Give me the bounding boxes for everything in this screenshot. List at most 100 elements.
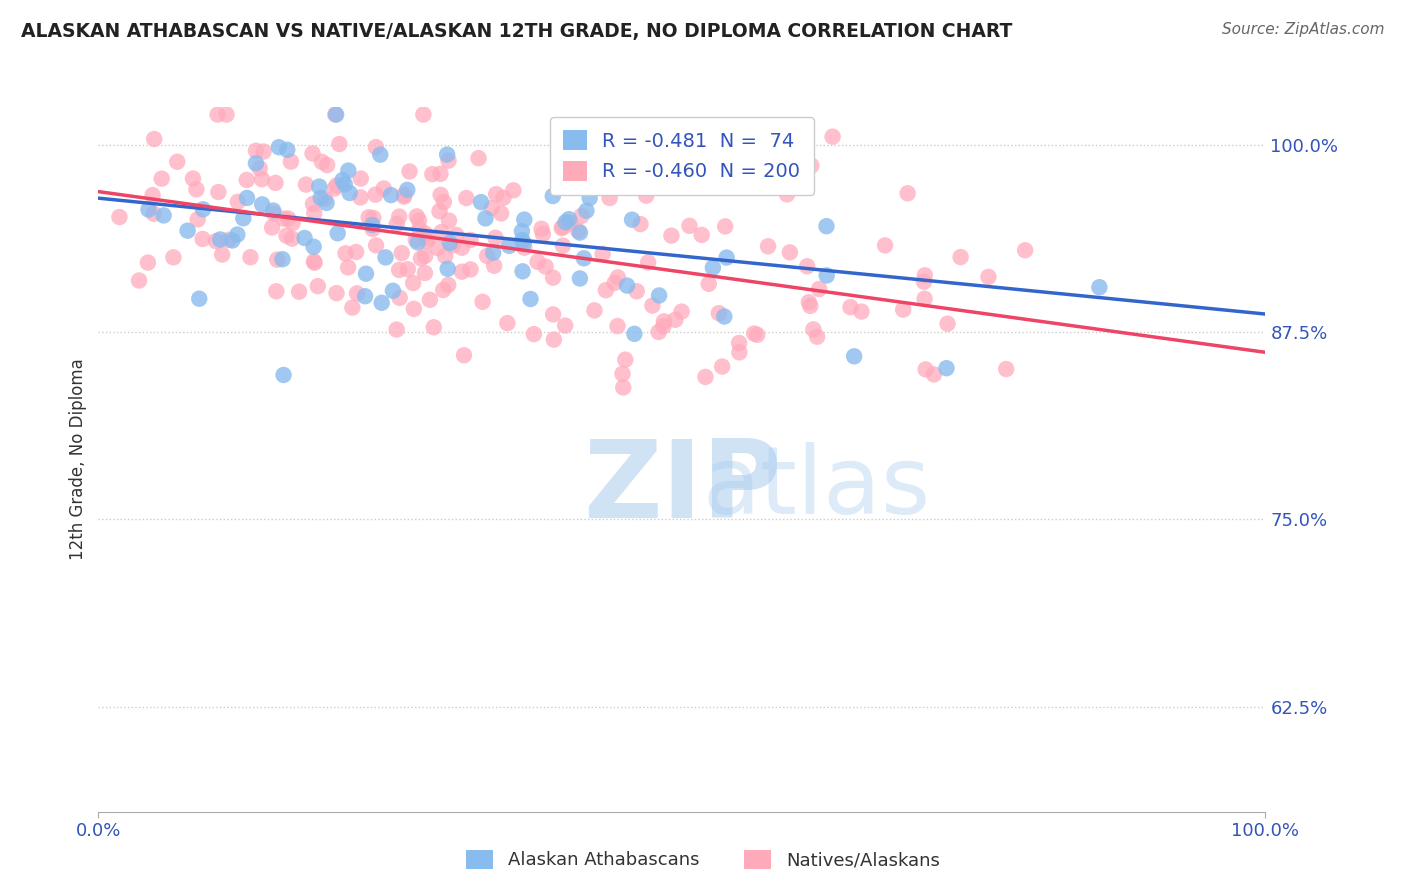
Point: [276, 143, 298, 157]
Point: [554, 164, 576, 178]
Point: [467, 151, 489, 165]
Point: [337, 260, 360, 275]
Point: [912, 275, 935, 289]
Point: [342, 301, 364, 315]
Point: [211, 247, 233, 261]
Point: [439, 235, 461, 250]
Point: [914, 362, 936, 376]
Point: [405, 233, 427, 247]
Point: [392, 187, 415, 202]
Point: [326, 227, 349, 241]
Point: [138, 202, 160, 217]
Point: [235, 173, 257, 187]
Point: [304, 255, 326, 269]
Point: [815, 219, 838, 234]
Point: [470, 195, 492, 210]
Point: [188, 292, 211, 306]
Point: [796, 259, 818, 273]
Point: [266, 285, 288, 299]
Point: [583, 303, 606, 318]
Point: [606, 270, 628, 285]
Point: [166, 154, 188, 169]
Point: [664, 312, 686, 326]
Point: [181, 171, 204, 186]
Point: [266, 252, 288, 267]
Point: [711, 359, 734, 374]
Point: [492, 191, 515, 205]
Point: [523, 327, 546, 342]
Point: [264, 176, 287, 190]
Point: [808, 282, 831, 296]
Point: [485, 187, 508, 202]
Point: [534, 260, 557, 274]
Point: [294, 231, 316, 245]
Point: [599, 191, 621, 205]
Point: [406, 235, 429, 250]
Point: [707, 306, 730, 320]
Point: [361, 218, 384, 232]
Point: [742, 326, 765, 341]
Point: [363, 211, 385, 225]
Point: [354, 267, 377, 281]
Text: ALASKAN ATHABASCAN VS NATIVE/ALASKAN 12TH GRADE, NO DIPLOMA CORRELATION CHART: ALASKAN ATHABASCAN VS NATIVE/ALASKAN 12T…: [21, 22, 1012, 41]
Text: Source: ZipAtlas.com: Source: ZipAtlas.com: [1222, 22, 1385, 37]
Point: [412, 107, 434, 121]
Point: [207, 107, 229, 121]
Point: [302, 240, 325, 254]
Y-axis label: 12th Grade, No Diploma: 12th Grade, No Diploma: [69, 359, 87, 560]
Point: [637, 255, 659, 269]
Point: [413, 266, 436, 280]
Point: [361, 222, 384, 236]
Point: [512, 264, 534, 278]
Point: [891, 302, 914, 317]
Point: [1088, 280, 1111, 294]
Point: [844, 349, 866, 363]
Point: [728, 336, 751, 351]
Point: [416, 231, 439, 245]
Point: [381, 284, 404, 298]
Point: [326, 178, 349, 193]
Point: [648, 288, 671, 302]
Point: [873, 238, 896, 252]
Point: [364, 187, 387, 202]
Point: [150, 171, 173, 186]
Point: [606, 319, 628, 334]
Point: [302, 197, 325, 211]
Point: [271, 252, 294, 267]
Point: [316, 158, 339, 172]
Point: [396, 262, 419, 277]
Point: [364, 140, 387, 154]
Point: [357, 211, 380, 225]
Point: [408, 213, 430, 227]
Point: [922, 368, 945, 382]
Point: [821, 129, 844, 144]
Point: [245, 144, 267, 158]
Point: [803, 322, 825, 336]
Point: [281, 216, 304, 230]
Point: [799, 299, 821, 313]
Point: [396, 183, 419, 197]
Point: [108, 210, 131, 224]
Point: [510, 224, 533, 238]
Point: [484, 230, 506, 244]
Point: [422, 167, 444, 181]
Point: [402, 276, 425, 290]
Point: [408, 222, 430, 236]
Point: [433, 195, 456, 210]
Point: [1014, 244, 1036, 258]
Point: [437, 213, 460, 227]
Point: [551, 219, 574, 234]
Point: [218, 233, 240, 247]
Point: [572, 252, 595, 266]
Point: [614, 352, 637, 367]
Point: [839, 300, 862, 314]
Point: [314, 192, 336, 206]
Point: [450, 265, 472, 279]
Point: [444, 227, 467, 242]
Point: [575, 203, 598, 218]
Point: [612, 380, 634, 394]
Point: [423, 320, 446, 334]
Point: [309, 191, 332, 205]
Point: [560, 216, 582, 230]
Point: [558, 212, 581, 227]
